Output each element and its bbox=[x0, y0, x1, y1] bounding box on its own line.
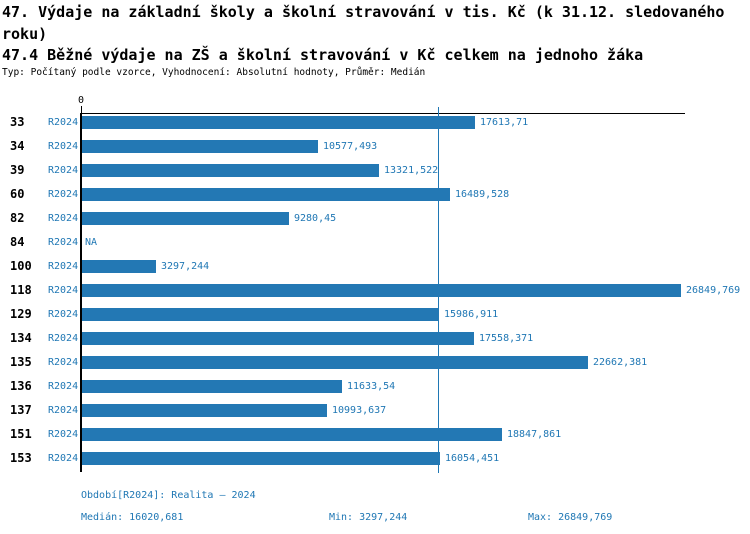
chart-row: 39 R2024 13321,522 bbox=[0, 164, 750, 177]
chart-row: 137 R2024 10993,637 bbox=[0, 404, 750, 417]
bar-value-label: 10577,493 bbox=[323, 141, 378, 152]
row-category-label: 82 bbox=[10, 211, 25, 225]
chart-row: 100 R2024 3297,244 bbox=[0, 260, 750, 273]
report-title-line1: 47. Výdaje na základní školy a školní st… bbox=[2, 3, 725, 21]
row-category-label: 118 bbox=[10, 283, 32, 297]
value-bar bbox=[82, 164, 379, 177]
bar-value-label: NA bbox=[85, 237, 98, 248]
row-period-label: R2024 bbox=[48, 261, 79, 272]
footer-min: Min: 3297,244 bbox=[329, 512, 408, 523]
bar-value-label: 16489,528 bbox=[455, 189, 510, 200]
row-category-label: 100 bbox=[10, 259, 32, 273]
bar-value-label: 3297,244 bbox=[161, 261, 210, 272]
row-category-label: 135 bbox=[10, 355, 32, 369]
row-period-label: R2024 bbox=[48, 309, 79, 320]
row-period-label: R2024 bbox=[48, 237, 79, 248]
chart-row: 134 R2024 17558,371 bbox=[0, 332, 750, 345]
bar-value-label: 16054,451 bbox=[445, 453, 500, 464]
bar-value-label: 10993,637 bbox=[332, 405, 387, 416]
value-bar bbox=[82, 332, 474, 345]
zero-tick bbox=[81, 106, 82, 113]
row-period-label: R2024 bbox=[48, 429, 79, 440]
row-category-label: 84 bbox=[10, 235, 25, 249]
row-category-label: 134 bbox=[10, 331, 32, 345]
chart-row: 84 R2024 NA bbox=[0, 236, 750, 249]
value-bar bbox=[82, 452, 440, 465]
report-title-line2: roku) bbox=[2, 25, 48, 43]
row-period-label: R2024 bbox=[48, 333, 79, 344]
row-period-label: R2024 bbox=[48, 165, 79, 176]
row-category-label: 39 bbox=[10, 163, 25, 177]
report-subtitle: 47.4 Běžné výdaje na ZŠ a školní stravov… bbox=[2, 46, 644, 64]
zero-tick-label: 0 bbox=[77, 95, 85, 106]
row-category-label: 33 bbox=[10, 115, 25, 129]
chart-row: 129 R2024 15986,911 bbox=[0, 308, 750, 321]
footer-max: Max: 26849,769 bbox=[528, 512, 613, 523]
chart-row: 82 R2024 9280,45 bbox=[0, 212, 750, 225]
chart-row: 118 R2024 26849,769 bbox=[0, 284, 750, 297]
chart-row: 33 R2024 17613,71 bbox=[0, 116, 750, 129]
row-category-label: 151 bbox=[10, 427, 32, 441]
chart-row: 136 R2024 11633,54 bbox=[0, 380, 750, 393]
report-meta: Typ: Počítaný podle vzorce, Vyhodnocení:… bbox=[2, 67, 426, 78]
value-bar bbox=[82, 212, 289, 225]
bar-value-label: 17613,71 bbox=[480, 117, 529, 128]
bar-value-label: 9280,45 bbox=[294, 213, 337, 224]
row-period-label: R2024 bbox=[48, 213, 79, 224]
row-category-label: 136 bbox=[10, 379, 32, 393]
value-bar bbox=[82, 260, 156, 273]
value-bar bbox=[82, 356, 588, 369]
value-bar bbox=[82, 140, 318, 153]
row-period-label: R2024 bbox=[48, 141, 79, 152]
value-bar bbox=[82, 116, 475, 129]
value-bar bbox=[82, 308, 439, 321]
y-axis-line bbox=[80, 113, 82, 472]
bar-value-label: 15986,911 bbox=[444, 309, 499, 320]
footer-period: Období[R2024]: Realita – 2024 bbox=[81, 490, 256, 501]
row-category-label: 129 bbox=[10, 307, 32, 321]
value-bar bbox=[82, 404, 327, 417]
row-period-label: R2024 bbox=[48, 285, 79, 296]
value-bar bbox=[82, 188, 450, 201]
chart-row: 34 R2024 10577,493 bbox=[0, 140, 750, 153]
bar-value-label: 17558,371 bbox=[479, 333, 534, 344]
row-period-label: R2024 bbox=[48, 405, 79, 416]
row-category-label: 60 bbox=[10, 187, 25, 201]
bar-value-label: 13321,522 bbox=[384, 165, 439, 176]
row-period-label: R2024 bbox=[48, 453, 79, 464]
row-period-label: R2024 bbox=[48, 357, 79, 368]
value-bar bbox=[82, 428, 502, 441]
chart-row: 60 R2024 16489,528 bbox=[0, 188, 750, 201]
x-axis-line bbox=[80, 113, 685, 114]
bar-value-label: 26849,769 bbox=[686, 285, 741, 296]
row-category-label: 137 bbox=[10, 403, 32, 417]
chart-row: 153 R2024 16054,451 bbox=[0, 452, 750, 465]
row-period-label: R2024 bbox=[48, 117, 79, 128]
chart-row: 151 R2024 18847,861 bbox=[0, 428, 750, 441]
bar-value-label: 11633,54 bbox=[347, 381, 396, 392]
row-period-label: R2024 bbox=[48, 189, 79, 200]
value-bar bbox=[82, 284, 681, 297]
bar-value-label: 22662,381 bbox=[593, 357, 648, 368]
bar-value-label: 18847,861 bbox=[507, 429, 562, 440]
row-category-label: 34 bbox=[10, 139, 25, 153]
chart-row: 135 R2024 22662,381 bbox=[0, 356, 750, 369]
footer-median: Medián: 16020,681 bbox=[81, 512, 184, 523]
value-bar bbox=[82, 380, 342, 393]
row-category-label: 153 bbox=[10, 451, 32, 465]
row-period-label: R2024 bbox=[48, 381, 79, 392]
